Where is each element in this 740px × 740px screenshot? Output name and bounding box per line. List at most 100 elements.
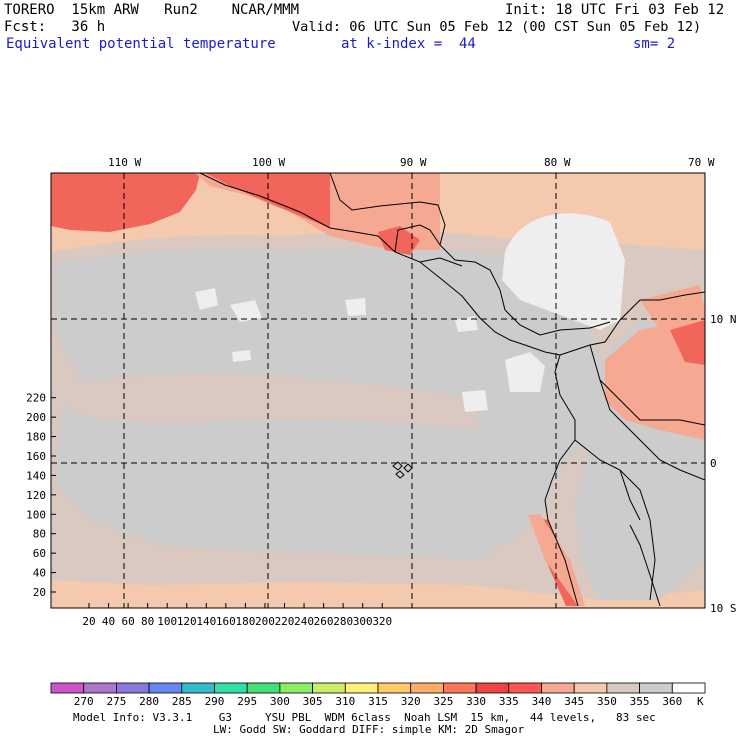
footer-model-info: Model Info: V3.3.1 G3 YSU PBL WDM 6class… — [73, 711, 656, 724]
y-tick-label: 220 — [26, 392, 46, 405]
coastlines — [199, 173, 705, 607]
colorbar-swatch — [639, 682, 673, 694]
colorbar-swatch — [116, 682, 150, 694]
x-tick-label: 280 — [333, 615, 353, 628]
x-axis-ticks: 20 40 60 80 100 120 140 160 180 200 220 240 260 280 30… — [82, 603, 392, 628]
border-honduras — [419, 257, 463, 267]
x-tick-label: 60 — [121, 615, 134, 628]
x-tick-label: 260 — [314, 615, 334, 628]
y-tick-label: 80 — [33, 528, 46, 541]
x-tick-label: 320 — [372, 615, 392, 628]
coast-central-america-gulf — [329, 173, 611, 336]
border-inland-3 — [574, 439, 656, 601]
coast-colombia-pacific — [544, 354, 579, 607]
lon-label-70w: 70 W — [688, 156, 715, 169]
y-tick-label: 20 — [33, 586, 46, 599]
colorbar-swatch — [148, 682, 183, 694]
colorbar-label: 275 — [106, 695, 126, 708]
field-light-patch-1 — [195, 288, 218, 310]
y-tick-label: 60 — [33, 547, 46, 560]
y-tick-label: 180 — [26, 431, 46, 444]
lon-label-110w: 110 W — [108, 156, 141, 169]
lon-label-90w: 90 W — [400, 156, 427, 169]
field-warm-nw — [51, 173, 200, 232]
x-tick-label: 140 — [196, 615, 216, 628]
header-line1-left: TORERO 15km ARW Run2 NCAR/MMM — [4, 2, 300, 18]
x-tick-label: 240 — [294, 615, 314, 628]
lat-label-0: 0 — [710, 457, 717, 470]
colorbar-swatch — [442, 682, 477, 694]
x-tick-label: 80 — [141, 615, 154, 628]
field-light-patch-5 — [232, 350, 251, 362]
border-guatemala — [394, 224, 441, 253]
field-light-patch-2 — [230, 300, 262, 322]
field-name: Equivalent potential temperature — [6, 36, 276, 52]
x-tick-label: 180 — [235, 615, 255, 628]
right-labels: 10 N 0 10 S — [710, 313, 737, 615]
y-tick-label: 40 — [33, 567, 46, 580]
colorbar-label: 335 — [499, 695, 519, 708]
colorbar-label: 315 — [368, 695, 388, 708]
smoothing-label: sm= 2 — [633, 36, 676, 52]
field-very-warm-guatemala — [378, 226, 420, 255]
colorbar-label: 305 — [303, 695, 323, 708]
lon-label-100w: 100 W — [252, 156, 285, 169]
field-very-warm-mexico — [205, 173, 330, 228]
y-tick-label: 120 — [26, 489, 46, 502]
border-inland-4 — [619, 469, 641, 521]
y-axis-ticks: 20 40 60 80 100 120 140 160 180 200 220 — [26, 392, 56, 599]
lat-label-10s: 10 S — [710, 602, 737, 615]
lat-lon-grid — [51, 173, 705, 608]
level-label: at k-index = 44 — [341, 36, 476, 52]
colorbar-swatch — [475, 682, 510, 694]
colorbar-swatch — [344, 682, 379, 694]
colorbar-unit: K — [697, 695, 704, 708]
field-mild-band — [70, 373, 480, 430]
colorbar-label: 320 — [401, 695, 421, 708]
colorbar-label: 300 — [270, 695, 290, 708]
temperature-field — [51, 173, 705, 608]
colorbar-swatch — [508, 682, 542, 694]
header-line1-right: Init: 18 UTC Fri 03 Feb 12 — [505, 2, 725, 18]
colorbar-swatch — [573, 682, 608, 694]
field-light-panama — [505, 352, 545, 392]
footer-physics-info: LW: Godd SW: Goddard DIFF: simple KM: 2D… — [213, 723, 525, 736]
colorbar-swatch — [541, 682, 575, 694]
colorbar-label: 330 — [466, 695, 486, 708]
colorbar-swatch — [83, 682, 117, 694]
y-tick-label: 140 — [26, 469, 46, 482]
colorbar-label: 350 — [597, 695, 617, 708]
y-tick-label: 100 — [26, 508, 46, 521]
colorbar-label: 310 — [335, 695, 355, 708]
colorbar-swatch — [312, 682, 346, 694]
x-tick-label: 120 — [177, 615, 197, 628]
x-tick-label: 200 — [255, 615, 275, 628]
colorbar-swatch — [181, 682, 215, 694]
colorbar-swatch — [214, 682, 248, 694]
x-tick-label: 160 — [216, 615, 236, 628]
colorbar-label: 345 — [564, 695, 584, 708]
x-tick-label: 300 — [353, 615, 373, 628]
x-tick-label: 20 — [82, 615, 95, 628]
header-line2-left: Fcst: 36 h — [4, 19, 106, 35]
header-line2-right: Valid: 06 UTC Sun 05 Feb 12 (00 CST Sun … — [292, 19, 702, 35]
colorbar-label: 295 — [237, 695, 257, 708]
x-tick-label: 40 — [102, 615, 115, 628]
coast-south-america — [559, 291, 705, 356]
x-tick-label: 220 — [275, 615, 295, 628]
colorbar-swatch — [50, 682, 85, 694]
colorbar-label: 280 — [139, 695, 159, 708]
field-light-caribbean — [502, 213, 625, 330]
coast-peru-south — [629, 524, 661, 607]
colorbar-swatch — [279, 682, 313, 694]
y-tick-label: 160 — [26, 450, 46, 463]
field-light-patch-4 — [455, 316, 478, 332]
y-tick-label: 200 — [26, 411, 46, 424]
colorbar-label: 325 — [433, 695, 453, 708]
border-inland-2 — [599, 379, 705, 426]
colorbar-label: 290 — [205, 695, 225, 708]
map-frame — [50, 172, 706, 609]
island-galapagos-3 — [395, 470, 405, 479]
field-very-warm-venezuela — [670, 320, 705, 365]
